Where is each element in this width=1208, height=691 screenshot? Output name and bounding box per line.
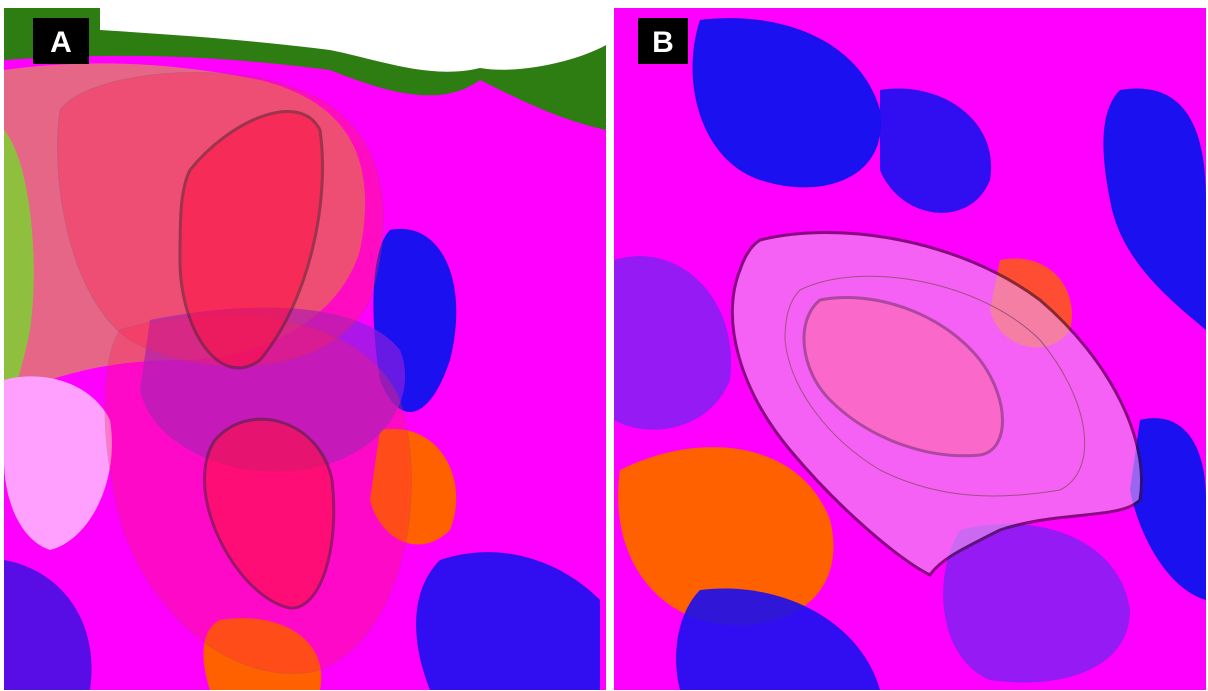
map-panel-b [614,8,1206,690]
map-panel-a [4,8,606,690]
panel-label: A [50,26,72,59]
figure: A B [0,0,1208,691]
page: {"panels": [{"label": "A"}, {"label": "B… [0,0,1208,691]
panel-label: B [652,26,674,59]
